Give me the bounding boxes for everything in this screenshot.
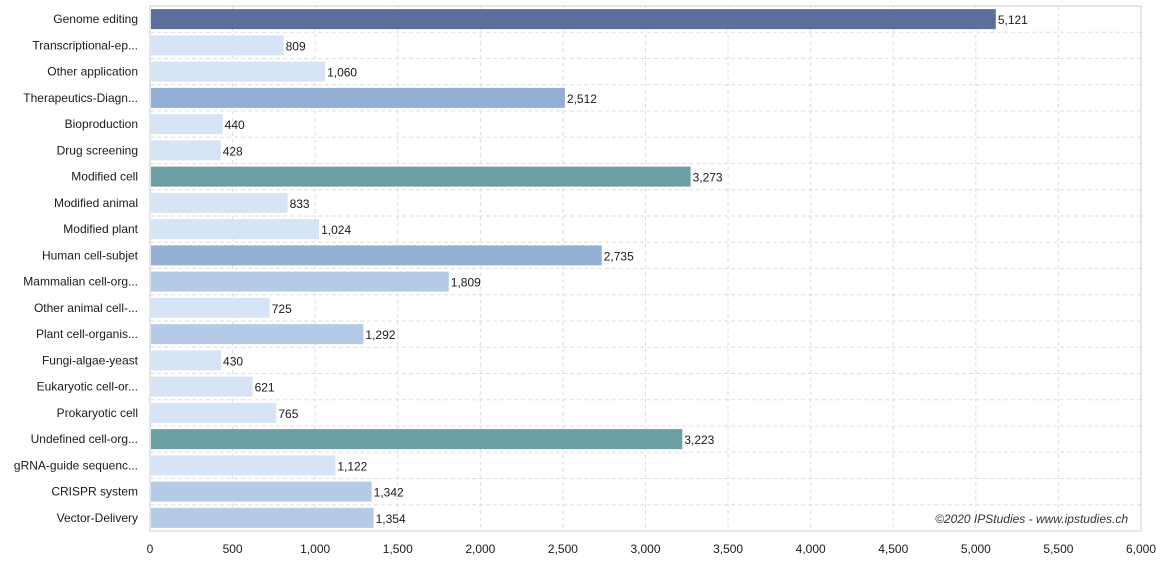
watermark-text: ©2020 IPStudies - www.ipstudies.ch xyxy=(935,512,1128,526)
bar xyxy=(151,192,288,213)
x-tick-label: 4,000 xyxy=(796,542,826,556)
grid-lines xyxy=(149,5,1142,532)
value-label: 2,512 xyxy=(567,92,597,106)
bar xyxy=(151,481,372,502)
x-tick-label: 3,500 xyxy=(713,542,743,556)
value-label: 833 xyxy=(290,197,310,211)
category-label: CRISPR system xyxy=(51,485,138,499)
category-label: Eukaryotic cell-or... xyxy=(37,380,138,394)
bars xyxy=(151,9,996,528)
category-label: Human cell-subjet xyxy=(42,248,139,262)
bar xyxy=(151,376,253,397)
bar xyxy=(151,114,223,135)
x-tick-label: 3,000 xyxy=(630,542,660,556)
category-label: gRNA-guide sequenc... xyxy=(14,458,138,472)
category-label: Other application xyxy=(47,65,138,79)
category-label: Modified animal xyxy=(54,196,138,210)
bar xyxy=(151,507,374,528)
category-label: Mammalian cell-org... xyxy=(23,275,138,289)
bar xyxy=(151,429,683,450)
value-label: 3,223 xyxy=(684,433,714,447)
category-label: Therapeutics-Diagn... xyxy=(23,91,138,105)
bar xyxy=(151,297,270,318)
value-label: 621 xyxy=(255,381,275,395)
x-tick-label: 500 xyxy=(223,542,243,556)
x-tick-label: 2,500 xyxy=(548,542,578,556)
value-label: 5,121 xyxy=(998,13,1028,27)
value-label: 430 xyxy=(223,354,243,368)
bar xyxy=(151,271,449,292)
x-tick-label: 0 xyxy=(147,542,154,556)
category-label: Fungi-algae-yeast xyxy=(42,353,139,367)
x-tick-label: 2,000 xyxy=(465,542,495,556)
bar xyxy=(151,219,320,240)
bar xyxy=(151,61,326,82)
value-label: 725 xyxy=(272,302,292,316)
value-label: 1,122 xyxy=(337,459,367,473)
bar xyxy=(151,166,691,187)
value-label: 1,292 xyxy=(365,328,395,342)
value-label: 3,273 xyxy=(693,171,723,185)
category-labels: Genome editing Transcriptional-ep... Other… xyxy=(14,12,139,525)
plot-frame xyxy=(149,5,1142,532)
category-label: Drug screening xyxy=(57,143,138,157)
x-axis-ticks: 0 500 1,000 1,500 2,000 2,500 3,000 3,500 4,000 4… xyxy=(147,542,1157,556)
bar xyxy=(151,402,277,423)
x-tick-label: 5,000 xyxy=(961,542,991,556)
category-label: Prokaryotic cell xyxy=(57,406,138,420)
value-label: 1,342 xyxy=(374,486,404,500)
category-label: Other animal cell-... xyxy=(34,301,138,315)
bar xyxy=(151,350,222,371)
bar xyxy=(151,455,336,476)
bar xyxy=(151,9,996,30)
category-label: Bioproduction xyxy=(65,117,138,131)
value-label: 809 xyxy=(286,39,306,53)
x-tick-label: 1,500 xyxy=(383,542,413,556)
category-label: Undefined cell-org... xyxy=(31,432,138,446)
value-label: 2,735 xyxy=(604,249,634,263)
value-labels: 5,121 809 1,060 2,512 440 428 3,273 833 1,024 2,7… xyxy=(223,13,1028,526)
x-tick-label: 1,000 xyxy=(300,542,330,556)
value-label: 1,354 xyxy=(376,512,406,526)
category-label: Transcriptional-ep... xyxy=(32,38,138,52)
value-label: 1,024 xyxy=(321,223,351,237)
value-label: 440 xyxy=(225,118,245,132)
bar xyxy=(151,87,565,108)
category-label: Modified cell xyxy=(71,170,138,184)
category-label: Vector-Delivery xyxy=(57,511,138,525)
bar xyxy=(151,324,364,345)
bar xyxy=(151,140,221,161)
category-label: Modified plant xyxy=(63,222,138,236)
category-label: Genome editing xyxy=(53,12,138,26)
bar xyxy=(151,35,284,56)
x-tick-label: 6,000 xyxy=(1126,542,1156,556)
value-label: 428 xyxy=(223,144,243,158)
bar xyxy=(151,245,602,266)
category-label: Plant cell-organis... xyxy=(36,327,138,341)
value-label: 765 xyxy=(278,407,298,421)
value-label: 1,809 xyxy=(451,276,481,290)
value-label: 1,060 xyxy=(327,66,357,80)
x-tick-label: 5,500 xyxy=(1043,542,1073,556)
x-tick-label: 4,500 xyxy=(878,542,908,556)
